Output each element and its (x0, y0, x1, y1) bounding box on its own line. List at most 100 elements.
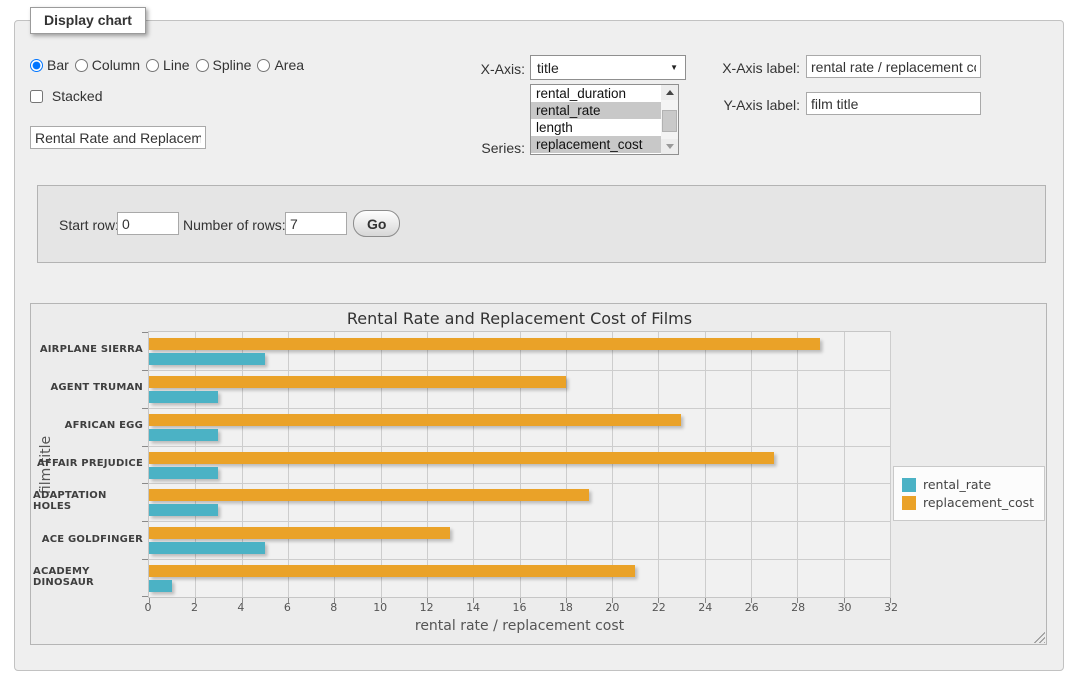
resize-grip-icon[interactable] (1032, 630, 1045, 643)
plot-area (148, 331, 891, 598)
chart-type-option-spline[interactable]: Spline (196, 57, 252, 73)
x-tick-label: 26 (745, 601, 759, 614)
start-row-input[interactable] (117, 212, 179, 235)
gridline-vertical (473, 332, 474, 597)
chart-title: Rental Rate and Replacement Cost of Film… (148, 309, 891, 328)
x-tick-label: 0 (145, 601, 152, 614)
series-scrollbar[interactable] (661, 85, 678, 154)
bar-replacement_cost (149, 376, 566, 388)
category-label: AFRICAN EGG (33, 407, 143, 445)
series-listbox[interactable]: rental_durationrental_ratelengthreplacem… (530, 84, 679, 155)
x-tick-label: 24 (698, 601, 712, 614)
go-button[interactable]: Go (353, 210, 400, 237)
chart-type-radio-line[interactable] (146, 59, 159, 72)
legend-row: replacement_cost (902, 495, 1034, 510)
gridline-vertical (890, 332, 891, 597)
scroll-up-button[interactable] (661, 85, 678, 100)
legend-label: replacement_cost (923, 495, 1034, 510)
chart-type-option-label: Area (274, 57, 304, 73)
dropdown-arrow-icon: ▼ (670, 63, 678, 72)
gridline-vertical (844, 332, 845, 597)
x-tick-label: 32 (884, 601, 898, 614)
chart-type-radio-column[interactable] (75, 59, 88, 72)
gridline-vertical (658, 332, 659, 597)
chart-type-radio-bar[interactable] (30, 59, 43, 72)
x-tick-label: 16 (513, 601, 527, 614)
series-option-rental_rate[interactable]: rental_rate (531, 102, 661, 119)
x-tick-label: 2 (191, 601, 198, 614)
scrollbar-thumb[interactable] (662, 110, 677, 132)
start-row-label: Start row: (59, 217, 119, 233)
category-labels: AIRPLANE SIERRAAGENT TRUMANAFRICAN EGGAF… (33, 331, 143, 598)
x-tick-label: 12 (420, 601, 434, 614)
x-axis-label: rental rate / replacement cost (148, 618, 891, 634)
chart-type-radio-area[interactable] (257, 59, 270, 72)
series-listbox-items: rental_durationrental_ratelengthreplacem… (531, 85, 661, 154)
scroll-down-arrow-icon (666, 144, 674, 149)
gridline-vertical (288, 332, 289, 597)
x-tick-label: 22 (652, 601, 666, 614)
bar-replacement_cost (149, 565, 635, 577)
bar-rental_rate (149, 391, 218, 403)
bar-replacement_cost (149, 489, 589, 501)
xaxis-select[interactable]: title ▼ (530, 55, 686, 80)
series-option-replacement_cost[interactable]: replacement_cost (531, 136, 661, 153)
num-rows-input[interactable] (285, 212, 347, 235)
gridline-horizontal (149, 370, 890, 371)
chart-type-option-column[interactable]: Column (75, 57, 140, 73)
yaxis-label-input[interactable] (806, 92, 981, 115)
chart-type-option-bar[interactable]: Bar (30, 57, 69, 73)
scroll-down-button[interactable] (661, 139, 678, 154)
chart-type-option-line[interactable]: Line (146, 57, 189, 73)
xaxis-label-label: X-Axis label: (706, 60, 800, 76)
chart-type-option-label: Line (163, 57, 189, 73)
x-tick-label: 6 (284, 601, 291, 614)
x-tick-labels: 02468101214161820222426283032 (148, 601, 891, 615)
series-label: Series: (450, 140, 525, 156)
gridline-vertical (612, 332, 613, 597)
page: Display chart BarColumnLineSplineArea St… (0, 0, 1081, 681)
category-label: AIRPLANE SIERRA (33, 331, 143, 369)
gridline-horizontal (149, 559, 890, 560)
category-label: AFFAIR PREJUDICE (33, 445, 143, 483)
legend-row: rental_rate (902, 477, 1034, 492)
x-tick-label: 8 (330, 601, 337, 614)
bar-replacement_cost (149, 452, 774, 464)
chart-type-radiogroup: Bar Column Line Spline Area (30, 57, 310, 73)
bar-replacement_cost (149, 338, 820, 350)
gridline-horizontal (149, 408, 890, 409)
gridline-vertical (427, 332, 428, 597)
chart-type-option-label: Spline (213, 57, 252, 73)
bar-replacement_cost (149, 527, 450, 539)
x-tick-label: 20 (605, 601, 619, 614)
xaxis-label-input[interactable] (806, 55, 981, 78)
stacked-checkbox[interactable] (30, 90, 43, 103)
bar-rental_rate (149, 429, 218, 441)
category-label: AGENT TRUMAN (33, 369, 143, 407)
gridline-horizontal (149, 521, 890, 522)
category-label: ACADEMY DINOSAUR (33, 558, 143, 596)
bar-rental_rate (149, 353, 265, 365)
stacked-option[interactable]: Stacked (30, 88, 102, 104)
chart-type-option-label: Bar (47, 57, 69, 73)
bar-rental_rate (149, 504, 218, 516)
num-rows-label: Number of rows: (183, 217, 286, 233)
chart-legend: rental_rate replacement_cost (893, 466, 1045, 521)
series-option-length[interactable]: length (531, 119, 661, 136)
gridline-vertical (334, 332, 335, 597)
xaxis-select-label: X-Axis: (450, 61, 525, 77)
gridline-vertical (566, 332, 567, 597)
scroll-up-arrow-icon (666, 90, 674, 95)
chart-type-option-area[interactable]: Area (257, 57, 304, 73)
gridline-horizontal (149, 483, 890, 484)
chart-title-input[interactable] (30, 126, 206, 149)
series-option-rental_duration[interactable]: rental_duration (531, 85, 661, 102)
chart-type-option-label: Column (92, 57, 140, 73)
gridline-vertical (705, 332, 706, 597)
bar-replacement_cost (149, 414, 681, 426)
x-tick-label: 14 (466, 601, 480, 614)
chart-type-radio-spline[interactable] (196, 59, 209, 72)
legend-label: rental_rate (923, 477, 991, 492)
gridline-vertical (797, 332, 798, 597)
xaxis-selected-value: title (537, 60, 559, 76)
